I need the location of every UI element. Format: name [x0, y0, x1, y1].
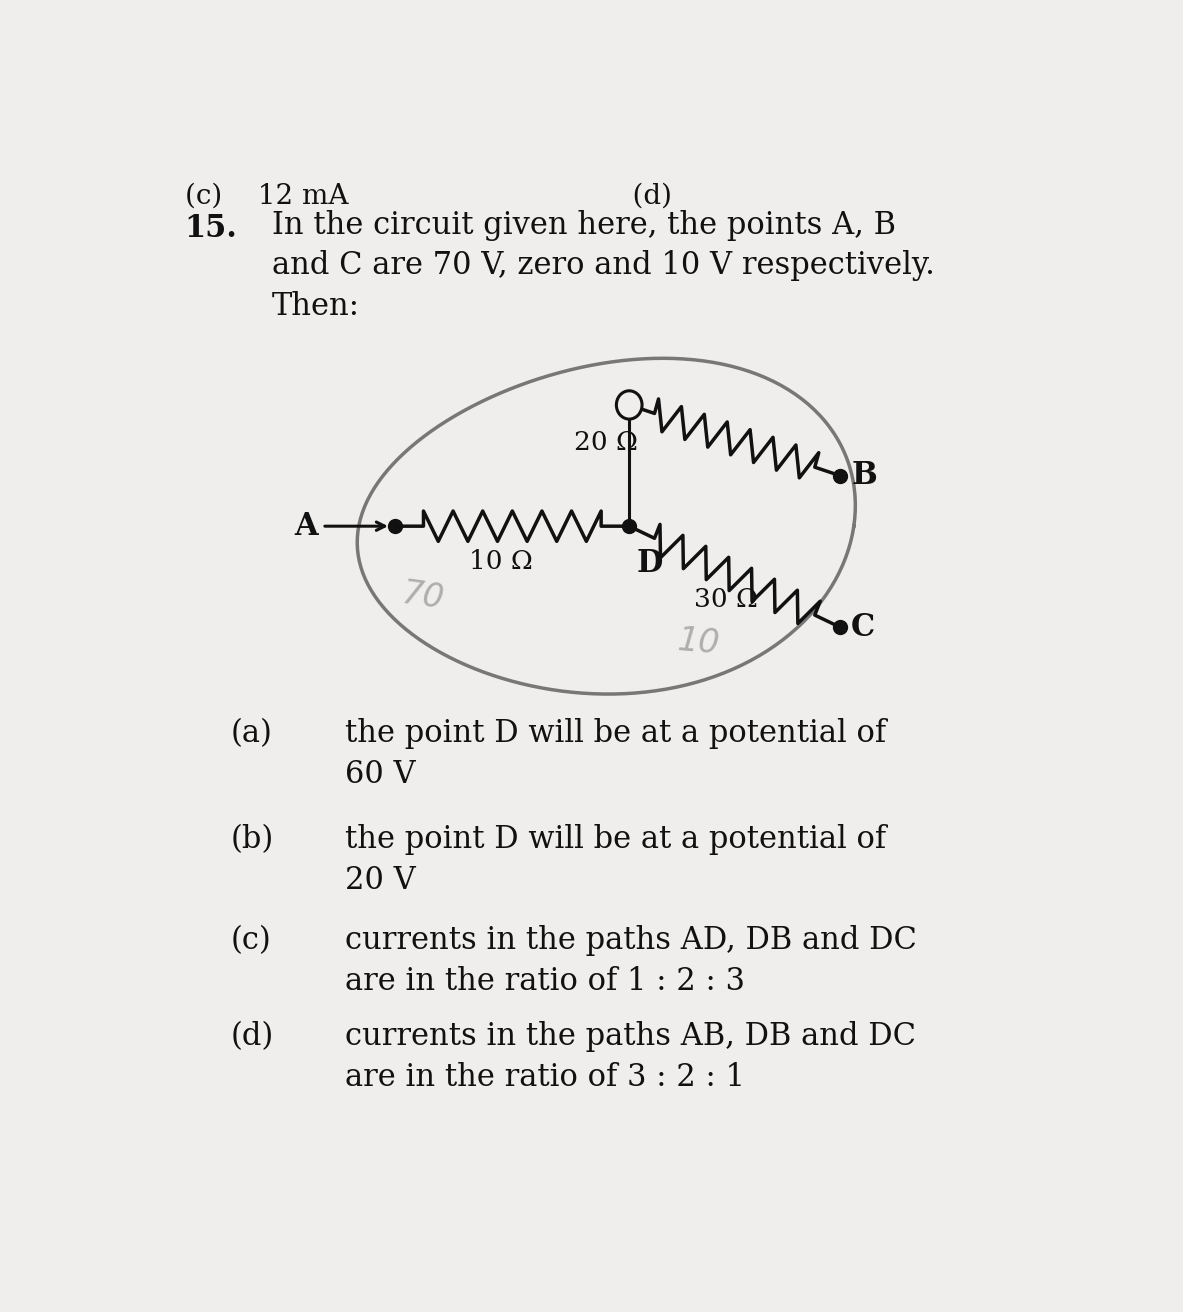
Text: 20 Ω: 20 Ω [575, 430, 639, 455]
Text: 10: 10 [675, 625, 720, 661]
Text: currents in the paths AD, DB and DC: currents in the paths AD, DB and DC [345, 925, 917, 956]
Text: the point D will be at a potential of: the point D will be at a potential of [345, 718, 886, 749]
Text: and C are 70 V, zero and 10 V respectively.: and C are 70 V, zero and 10 V respective… [272, 251, 935, 281]
Text: In the circuit given here, the points A, B: In the circuit given here, the points A,… [272, 210, 896, 241]
Text: 15.: 15. [185, 213, 238, 244]
Circle shape [616, 391, 642, 419]
Point [386, 516, 405, 537]
Text: (c)    12 mA                                (d): (c) 12 mA (d) [185, 182, 672, 210]
Text: D: D [636, 548, 662, 580]
Text: (a): (a) [231, 718, 272, 749]
Text: 30 Ω: 30 Ω [693, 586, 757, 611]
Point [620, 516, 639, 537]
Point [830, 466, 849, 487]
Text: C: C [851, 611, 875, 643]
Text: B: B [851, 461, 877, 491]
Point [830, 617, 849, 638]
Text: are in the ratio of 1 : 2 : 3: are in the ratio of 1 : 2 : 3 [345, 966, 745, 997]
Text: Then:: Then: [272, 291, 360, 321]
Text: currents in the paths AB, DB and DC: currents in the paths AB, DB and DC [345, 1021, 916, 1052]
Text: (b): (b) [231, 824, 273, 855]
Text: (d): (d) [231, 1021, 273, 1052]
Text: are in the ratio of 3 : 2 : 1: are in the ratio of 3 : 2 : 1 [345, 1061, 745, 1093]
Text: 70: 70 [400, 577, 446, 617]
Text: 10 Ω: 10 Ω [468, 550, 532, 575]
Text: 60 V: 60 V [345, 758, 415, 790]
Text: 20 V: 20 V [345, 865, 415, 896]
Text: A: A [293, 510, 317, 542]
Text: (c): (c) [231, 925, 271, 956]
Text: the point D will be at a potential of: the point D will be at a potential of [345, 824, 886, 855]
